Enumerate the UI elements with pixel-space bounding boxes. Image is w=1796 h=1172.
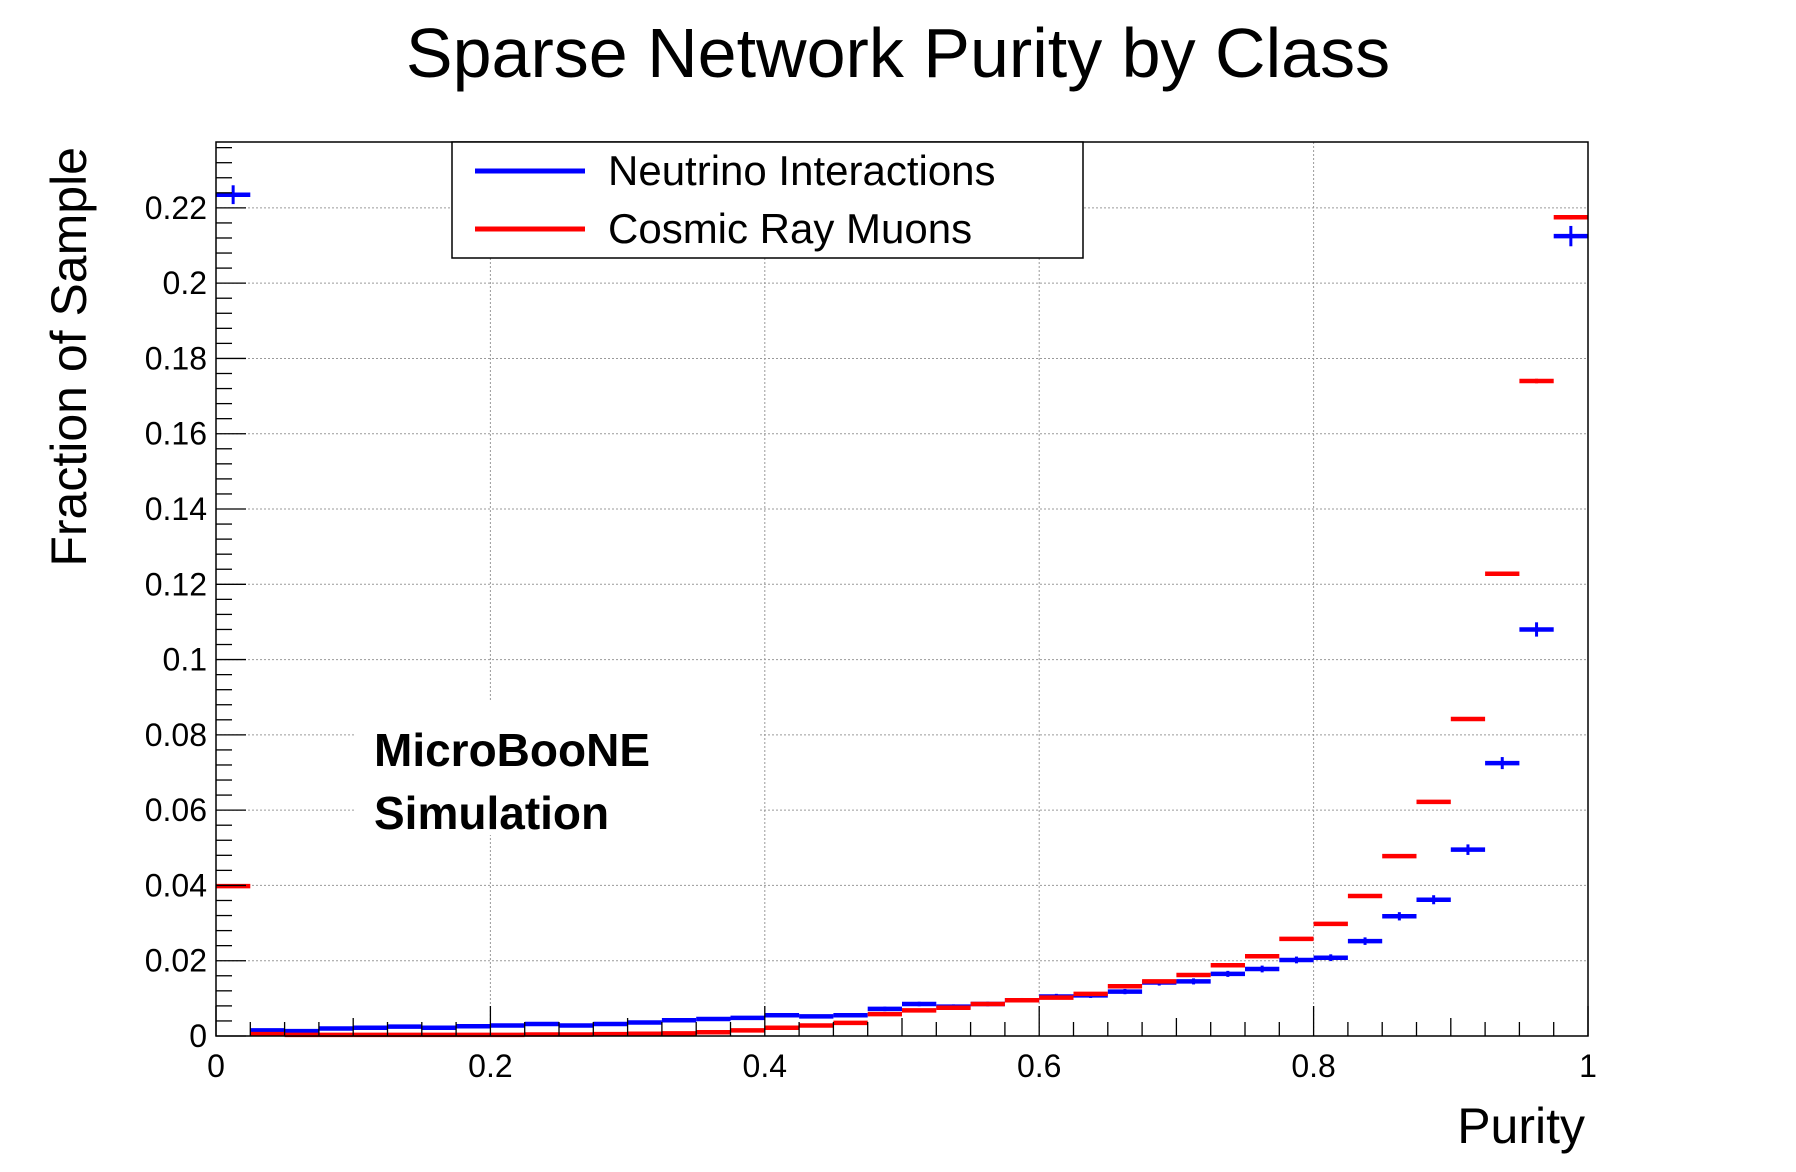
legend-label-neutrino: Neutrino Interactions (608, 147, 996, 194)
series-layer (216, 185, 1588, 1038)
x-axis-title: Purity (1457, 1098, 1585, 1154)
annotation-box: MicroBooNE Simulation (355, 700, 760, 839)
x-tick-label: 0.6 (1017, 1048, 1061, 1084)
x-tick-label: 0.2 (468, 1048, 512, 1084)
legend-box (451, 141, 1084, 259)
y-tick-label: 0.22 (145, 190, 207, 226)
x-tick-label: 0.8 (1291, 1048, 1335, 1084)
y-tick-label: 0.08 (145, 717, 207, 753)
x-tick-label: 1 (1579, 1048, 1597, 1084)
y-tick-label: 0 (189, 1018, 207, 1054)
legend: Neutrino Interactions Cosmic Ray Muons (451, 141, 1084, 259)
annotation-line-2: Simulation (374, 787, 609, 839)
y-tick-label: 0.12 (145, 566, 207, 602)
legend-label-cosmic: Cosmic Ray Muons (608, 205, 972, 252)
y-tick-label: 0.02 (145, 943, 207, 979)
x-tick-label: 0 (207, 1048, 225, 1084)
y-tick-label: 0.1 (163, 642, 207, 678)
series-cosmic (216, 215, 1588, 1038)
y-tick-label: 0.14 (145, 491, 207, 527)
chart-title: Sparse Network Purity by Class (406, 14, 1390, 92)
y-tick-label: 0.06 (145, 792, 207, 828)
y-axis-title: Fraction of Sample (41, 147, 97, 567)
x-tick-label: 0.4 (743, 1048, 787, 1084)
y-tick-label: 0.04 (145, 867, 207, 903)
axes: 0 0.2 0.4 0.6 0.8 1 0 0.02 0.04 0.06 0.08 0.1 0.12 0.… (145, 146, 1597, 1084)
y-tick-label: 0.18 (145, 340, 207, 376)
annotation-background (355, 700, 760, 835)
y-tick-label: 0.16 (145, 416, 207, 452)
y-tick-label: 0.2 (163, 265, 207, 301)
annotation-line-1: MicroBooNE (374, 724, 650, 776)
